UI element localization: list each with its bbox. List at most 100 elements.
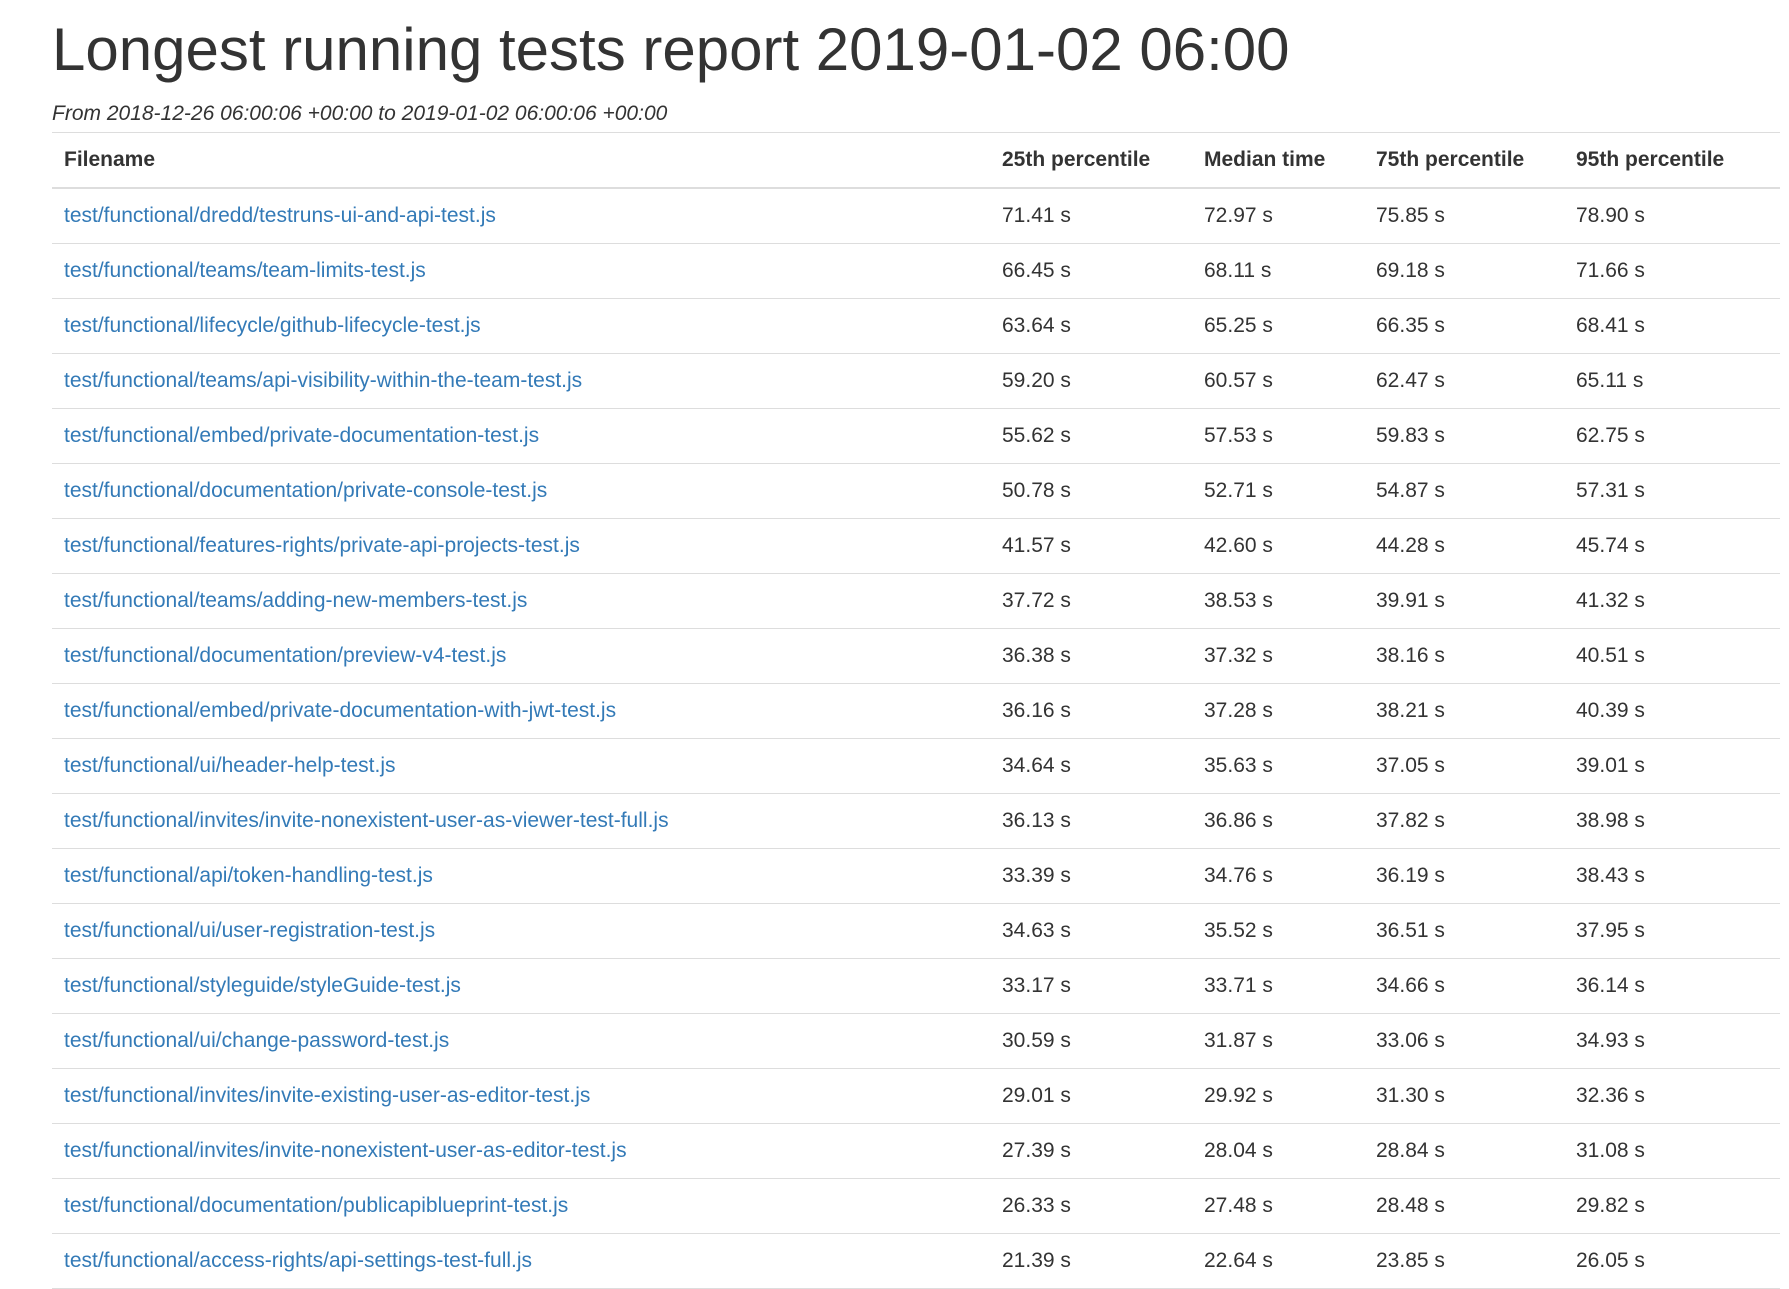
filename-cell: test/functional/embed/private-documentat…	[52, 408, 990, 464]
95th-percentile-cell: 37.95 s	[1564, 903, 1780, 959]
75th-percentile-cell: 75.85 s	[1364, 188, 1564, 244]
filename-cell: test/functional/dredd/testruns-ui-and-ap…	[52, 188, 990, 244]
median-time-cell: 34.76 s	[1192, 848, 1364, 904]
filename-cell: test/functional/features-rights/private-…	[52, 518, 990, 574]
95th-percentile-cell: 65.11 s	[1564, 353, 1780, 409]
25th-percentile-cell: 50.78 s	[990, 463, 1192, 519]
test-file-link[interactable]: test/functional/documentation/publicapib…	[64, 1194, 569, 1217]
75th-percentile-cell: 28.48 s	[1364, 1178, 1564, 1234]
filename-cell: test/functional/lifecycle/github-lifecyc…	[52, 298, 990, 354]
75th-percentile-cell: 38.16 s	[1364, 628, 1564, 684]
table-header: Filename 25th percentile Median time 75t…	[52, 132, 1780, 189]
75th-percentile-cell: 62.47 s	[1364, 353, 1564, 409]
table-row: test/functional/lifecycle/github-lifecyc…	[52, 298, 1780, 354]
report-page: Longest running tests report 2019-01-02 …	[52, 16, 1780, 1289]
longest-tests-table: Filename 25th percentile Median time 75t…	[52, 132, 1780, 1289]
test-file-link[interactable]: test/functional/ui/user-registration-tes…	[64, 919, 436, 942]
25th-percentile-cell: 34.64 s	[990, 738, 1192, 794]
test-file-link[interactable]: test/functional/lifecycle/github-lifecyc…	[64, 314, 481, 337]
test-file-link[interactable]: test/functional/teams/adding-new-members…	[64, 589, 528, 612]
25th-percentile-cell: 34.63 s	[990, 903, 1192, 959]
75th-percentile-cell: 37.82 s	[1364, 793, 1564, 849]
table-row: test/functional/ui/user-registration-tes…	[52, 903, 1780, 959]
median-time-cell: 22.64 s	[1192, 1233, 1364, 1289]
page-title: Longest running tests report 2019-01-02 …	[52, 16, 1290, 83]
75th-percentile-cell: 28.84 s	[1364, 1123, 1564, 1179]
test-file-link[interactable]: test/functional/features-rights/private-…	[64, 534, 580, 557]
filename-cell: test/functional/invites/invite-nonexiste…	[52, 793, 990, 849]
95th-percentile-cell: 41.32 s	[1564, 573, 1780, 629]
median-time-cell: 35.52 s	[1192, 903, 1364, 959]
median-time-cell: 68.11 s	[1192, 243, 1364, 299]
test-file-link[interactable]: test/functional/teams/api-visibility-wit…	[64, 369, 583, 392]
median-time-cell: 35.63 s	[1192, 738, 1364, 794]
filename-cell: test/functional/api/token-handling-test.…	[52, 848, 990, 904]
test-file-link[interactable]: test/functional/invites/invite-nonexiste…	[64, 1139, 627, 1162]
test-file-link[interactable]: test/functional/documentation/preview-v4…	[64, 644, 507, 667]
table-row: test/functional/ui/header-help-test.js 34…	[52, 738, 1780, 794]
table-row: test/functional/ui/change-password-test.…	[52, 1013, 1780, 1069]
filename-cell: test/functional/embed/private-documentat…	[52, 683, 990, 739]
column-header-95th-percentile: 95th percentile	[1564, 132, 1780, 189]
25th-percentile-cell: 37.72 s	[990, 573, 1192, 629]
median-time-cell: 42.60 s	[1192, 518, 1364, 574]
median-time-cell: 65.25 s	[1192, 298, 1364, 354]
25th-percentile-cell: 59.20 s	[990, 353, 1192, 409]
95th-percentile-cell: 62.75 s	[1564, 408, 1780, 464]
95th-percentile-cell: 45.74 s	[1564, 518, 1780, 574]
95th-percentile-cell: 38.43 s	[1564, 848, 1780, 904]
median-time-cell: 31.87 s	[1192, 1013, 1364, 1069]
median-time-cell: 36.86 s	[1192, 793, 1364, 849]
table-row: test/functional/documentation/preview-v4…	[52, 628, 1780, 684]
25th-percentile-cell: 36.16 s	[990, 683, 1192, 739]
median-time-cell: 28.04 s	[1192, 1123, 1364, 1179]
median-time-cell: 27.48 s	[1192, 1178, 1364, 1234]
test-file-link[interactable]: test/functional/embed/private-documentat…	[64, 424, 540, 447]
25th-percentile-cell: 36.38 s	[990, 628, 1192, 684]
column-header-filename: Filename	[52, 132, 990, 189]
table-row: test/functional/invites/invite-nonexiste…	[52, 793, 1780, 849]
table-row: test/functional/documentation/private-co…	[52, 463, 1780, 519]
median-time-cell: 52.71 s	[1192, 463, 1364, 519]
75th-percentile-cell: 36.19 s	[1364, 848, 1564, 904]
filename-cell: test/functional/documentation/private-co…	[52, 463, 990, 519]
25th-percentile-cell: 66.45 s	[990, 243, 1192, 299]
median-time-cell: 37.28 s	[1192, 683, 1364, 739]
95th-percentile-cell: 78.90 s	[1564, 188, 1780, 244]
test-file-link[interactable]: test/functional/ui/header-help-test.js	[64, 754, 396, 777]
95th-percentile-cell: 36.14 s	[1564, 958, 1780, 1014]
table-header-row: Filename 25th percentile Median time 75t…	[52, 132, 1780, 189]
test-file-link[interactable]: test/functional/invites/invite-nonexiste…	[64, 809, 669, 832]
test-file-link[interactable]: test/functional/ui/change-password-test.…	[64, 1029, 450, 1052]
median-time-cell: 33.71 s	[1192, 958, 1364, 1014]
25th-percentile-cell: 33.17 s	[990, 958, 1192, 1014]
test-file-link[interactable]: test/functional/documentation/private-co…	[64, 479, 548, 502]
table-row: test/functional/dredd/testruns-ui-and-ap…	[52, 188, 1780, 244]
table-body: test/functional/dredd/testruns-ui-and-ap…	[52, 188, 1780, 1289]
test-file-link[interactable]: test/functional/styleguide/styleGuide-te…	[64, 974, 461, 997]
filename-cell: test/functional/ui/header-help-test.js	[52, 738, 990, 794]
test-file-link[interactable]: test/functional/teams/team-limits-test.j…	[64, 259, 426, 282]
table-row: test/functional/teams/team-limits-test.j…	[52, 243, 1780, 299]
test-file-link[interactable]: test/functional/invites/invite-existing-…	[64, 1084, 591, 1107]
median-time-cell: 37.32 s	[1192, 628, 1364, 684]
test-file-link[interactable]: test/functional/access-rights/api-settin…	[64, 1249, 533, 1272]
test-file-link[interactable]: test/functional/dredd/testruns-ui-and-ap…	[64, 204, 496, 227]
75th-percentile-cell: 39.91 s	[1364, 573, 1564, 629]
test-file-link[interactable]: test/functional/embed/private-documentat…	[64, 699, 617, 722]
75th-percentile-cell: 54.87 s	[1364, 463, 1564, 519]
table-row: test/functional/embed/private-documentat…	[52, 408, 1780, 464]
75th-percentile-cell: 69.18 s	[1364, 243, 1564, 299]
filename-cell: test/functional/styleguide/styleGuide-te…	[52, 958, 990, 1014]
75th-percentile-cell: 59.83 s	[1364, 408, 1564, 464]
95th-percentile-cell: 26.05 s	[1564, 1233, 1780, 1289]
table-row: test/functional/features-rights/private-…	[52, 518, 1780, 574]
95th-percentile-cell: 38.98 s	[1564, 793, 1780, 849]
test-file-link[interactable]: test/functional/api/token-handling-test.…	[64, 864, 433, 887]
filename-cell: test/functional/teams/team-limits-test.j…	[52, 243, 990, 299]
95th-percentile-cell: 31.08 s	[1564, 1123, 1780, 1179]
75th-percentile-cell: 36.51 s	[1364, 903, 1564, 959]
table-row: test/functional/teams/adding-new-members…	[52, 573, 1780, 629]
25th-percentile-cell: 30.59 s	[990, 1013, 1192, 1069]
25th-percentile-cell: 41.57 s	[990, 518, 1192, 574]
